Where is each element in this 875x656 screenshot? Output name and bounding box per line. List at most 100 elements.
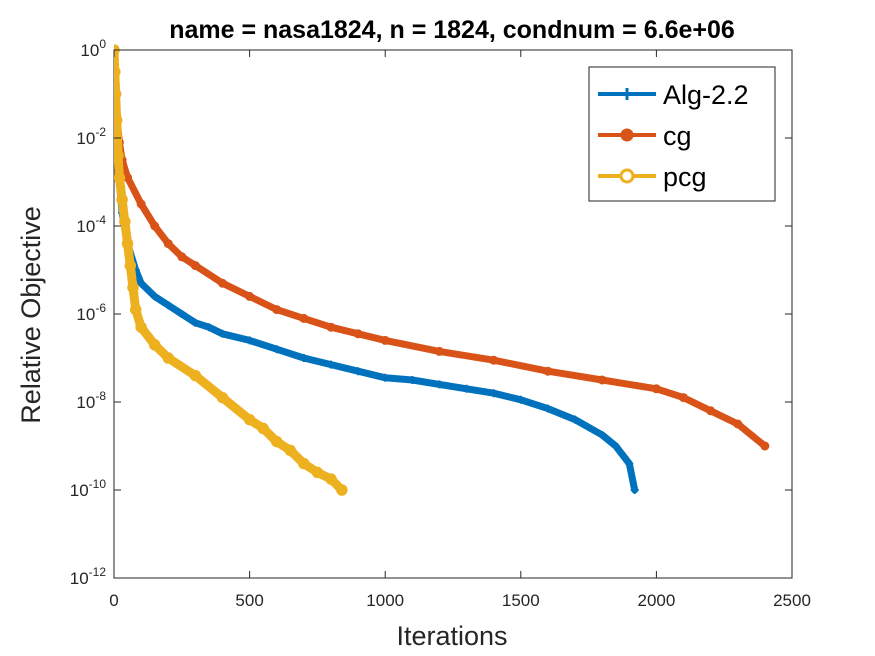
y-tick-label: 10-6 [76, 301, 106, 324]
data-point [137, 279, 146, 288]
data-point [298, 457, 310, 470]
data-point [121, 237, 134, 250]
data-point [129, 303, 142, 316]
data-point [217, 278, 227, 288]
data-point [136, 199, 146, 209]
data-point [191, 318, 200, 327]
series-layer [114, 44, 770, 496]
data-point [679, 393, 689, 403]
y-tick-label: 10-2 [76, 125, 106, 148]
data-point [326, 360, 335, 369]
y-tick-label: 10-12 [70, 565, 107, 588]
data-point [598, 431, 607, 439]
data-point [245, 336, 254, 345]
data-point [124, 259, 137, 272]
data-point [571, 415, 580, 424]
series-pcg [114, 44, 348, 496]
legend: Alg-2.2 cg pcg [588, 66, 776, 202]
data-point [733, 419, 743, 429]
data-point [462, 384, 471, 393]
y-axis: 100 10-2 10-4 10-6 10-8 10-10 10-12 [70, 37, 792, 588]
data-point [630, 486, 639, 494]
data-point [218, 329, 227, 338]
data-point [114, 149, 124, 162]
data-point [150, 292, 159, 301]
data-point [114, 171, 126, 184]
data-point [325, 473, 337, 485]
data-point [272, 305, 282, 315]
series-line [114, 45, 347, 495]
data-point [299, 354, 308, 362]
chart-title: name = nasa1824, n = 1824, condnum = 6.6… [169, 16, 735, 44]
y-axis-label: Relative Objective [16, 206, 46, 424]
data-point [381, 373, 390, 382]
data-point [380, 335, 390, 345]
data-point [760, 441, 770, 451]
legend-marker [619, 168, 635, 184]
data-point [116, 193, 128, 206]
data-point [625, 459, 634, 468]
x-tick-label: 2500 [773, 591, 811, 610]
legend-label: pcg [663, 162, 707, 192]
legend-label: cg [663, 121, 692, 151]
legend-label: Alg-2.2 [663, 80, 749, 110]
x-axis-label: Iterations [396, 621, 507, 651]
data-point [177, 252, 187, 262]
data-point [543, 366, 553, 376]
data-point [543, 404, 552, 413]
data-point [311, 466, 324, 479]
data-point [114, 66, 121, 78]
data-point [127, 281, 139, 294]
y-tick-label: 10-10 [70, 477, 107, 500]
data-point [336, 484, 348, 496]
data-point [150, 221, 160, 231]
data-point [148, 339, 161, 351]
data-point [245, 291, 255, 301]
data-point [435, 380, 444, 389]
x-tick-label: 1500 [502, 591, 540, 610]
data-point [162, 352, 174, 364]
x-axis: 0 500 1000 1500 2000 2500 [109, 50, 811, 610]
data-point [651, 384, 661, 394]
legend-item-pcg: pcg [598, 162, 707, 192]
data-point [489, 355, 499, 365]
legend-item-alg-2-2: Alg-2.2 [598, 80, 749, 110]
data-point [204, 323, 213, 332]
legend-marker [621, 88, 633, 100]
data-point [516, 395, 525, 404]
data-point [189, 369, 202, 382]
data-point [190, 261, 200, 271]
data-point [597, 375, 607, 385]
data-point [119, 215, 131, 228]
data-point [257, 422, 269, 435]
y-tick-label: 10-8 [76, 389, 106, 412]
data-point [326, 322, 336, 332]
data-point [284, 444, 297, 457]
data-point [408, 376, 417, 384]
data-point [270, 435, 283, 448]
legend-item-cg: cg [598, 121, 692, 151]
x-tick-label: 0 [109, 591, 118, 610]
data-point [611, 442, 620, 450]
data-point [216, 391, 229, 404]
data-point [177, 310, 186, 318]
legend-marker [620, 128, 634, 142]
data-point [354, 367, 363, 376]
x-tick-label: 1000 [366, 591, 404, 610]
x-tick-label: 500 [235, 591, 263, 610]
data-point [114, 88, 122, 100]
data-point [243, 413, 256, 426]
y-tick-label: 10-4 [76, 213, 106, 236]
data-point [163, 239, 173, 249]
data-point [135, 321, 147, 333]
data-point [353, 329, 363, 339]
data-point [299, 313, 309, 323]
data-point [114, 114, 123, 127]
y-tick-label: 100 [80, 37, 106, 60]
data-point [489, 389, 498, 398]
x-tick-label: 2000 [637, 591, 675, 610]
data-point [164, 301, 173, 310]
data-point [706, 406, 716, 416]
data-point [434, 346, 444, 356]
